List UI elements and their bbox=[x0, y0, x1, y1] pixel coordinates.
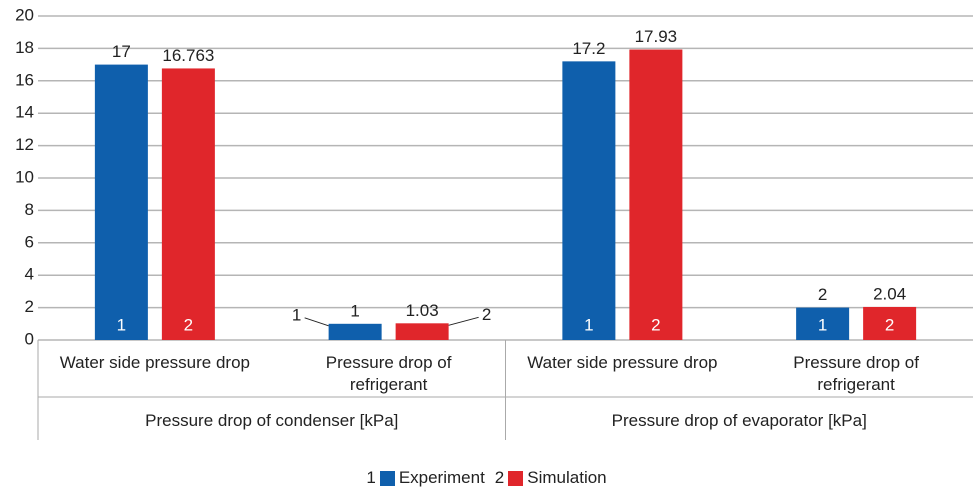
legend: 1 Experiment 2 Simulation bbox=[0, 468, 973, 488]
bar bbox=[796, 307, 850, 340]
group-label: Pressure drop of condenser [kPa] bbox=[145, 411, 399, 430]
bar-number: 2 bbox=[651, 315, 660, 334]
bar-number: 2 bbox=[885, 315, 894, 334]
y-tick-label: 18 bbox=[15, 38, 34, 57]
data-label: 17.93 bbox=[635, 27, 678, 46]
bar-number: 1 bbox=[117, 315, 126, 334]
bar bbox=[94, 64, 148, 340]
bar-number: 2 bbox=[482, 305, 491, 324]
legend-label: Simulation bbox=[527, 468, 607, 487]
legend-label: Experiment bbox=[398, 468, 485, 487]
data-label: 1 bbox=[350, 301, 359, 320]
group-label: Pressure drop of evaporator [kPa] bbox=[611, 411, 867, 430]
data-label: 16.763 bbox=[162, 46, 214, 65]
legend-item: 2 Simulation bbox=[495, 468, 607, 488]
legend-item: 1 Experiment bbox=[366, 468, 484, 488]
y-tick-label: 16 bbox=[15, 70, 34, 89]
legend-swatch bbox=[508, 470, 524, 486]
leader-line bbox=[448, 316, 479, 326]
legend-number: 1 bbox=[366, 468, 376, 487]
y-tick-label: 20 bbox=[15, 5, 34, 24]
bar-number: 2 bbox=[184, 315, 193, 334]
bar-number: 1 bbox=[292, 305, 301, 324]
category-label: Water side pressure drop bbox=[527, 353, 718, 372]
y-tick-label: 14 bbox=[15, 103, 34, 122]
data-label: 2.04 bbox=[873, 284, 906, 303]
data-label: 2 bbox=[818, 285, 827, 304]
y-tick-label: 6 bbox=[25, 232, 34, 251]
data-label: 17 bbox=[112, 42, 131, 61]
category-label: Pressure drop of refrigerant bbox=[793, 353, 919, 394]
category-label: Water side pressure drop bbox=[59, 353, 250, 372]
y-tick-label: 12 bbox=[15, 135, 34, 154]
bar bbox=[629, 49, 683, 341]
bar-number: 1 bbox=[818, 315, 827, 334]
bar bbox=[161, 68, 215, 341]
bar bbox=[395, 323, 449, 340]
legend-number: 2 bbox=[494, 468, 505, 487]
y-tick-label: 2 bbox=[25, 297, 34, 316]
bar bbox=[562, 61, 616, 341]
y-tick-label: 4 bbox=[25, 265, 34, 284]
bar bbox=[328, 323, 382, 340]
data-label: 1.03 bbox=[406, 301, 439, 320]
leader-line bbox=[304, 317, 329, 327]
bar-number: 1 bbox=[584, 315, 593, 334]
category-label: Pressure drop of refrigerant bbox=[325, 353, 452, 394]
y-tick-label: 0 bbox=[25, 329, 34, 348]
data-label: 17.2 bbox=[572, 39, 605, 58]
bar bbox=[863, 306, 917, 340]
legend-swatch bbox=[379, 470, 395, 486]
y-tick-label: 10 bbox=[15, 167, 34, 186]
y-tick-label: 8 bbox=[25, 200, 34, 219]
